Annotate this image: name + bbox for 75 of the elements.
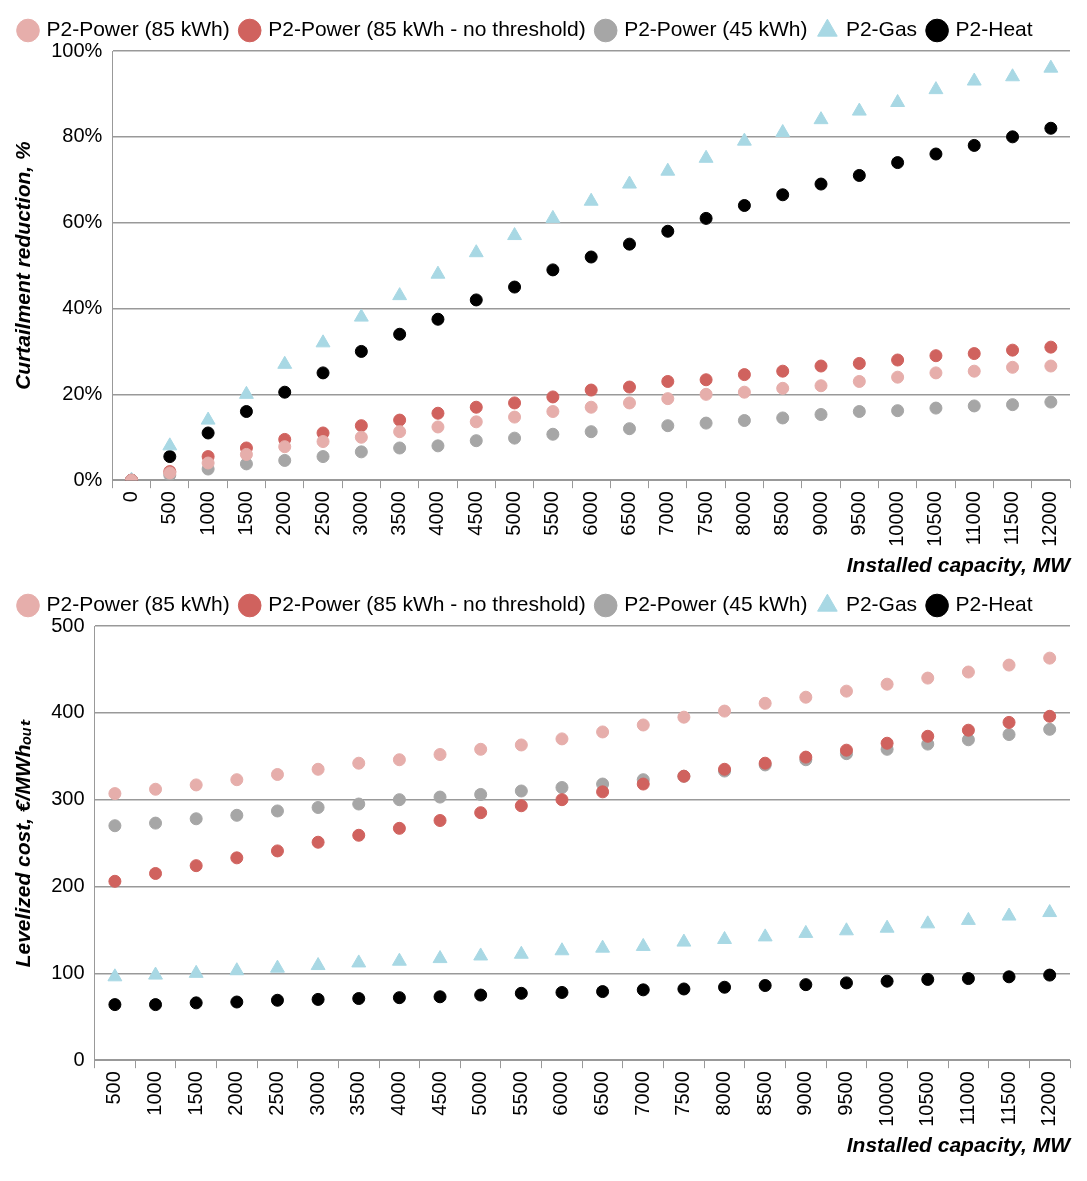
- x-tick-label: 8000: [731, 491, 754, 536]
- x-tick-label: 2000: [224, 1071, 247, 1116]
- x-tick-label: 3500: [346, 1071, 369, 1116]
- x-tick-label: 2500: [310, 491, 333, 536]
- x-tick-label: 5000: [468, 1071, 491, 1116]
- x-tick-label: 0: [119, 491, 142, 503]
- x-axis-title: Installed capacity, MW: [846, 553, 1073, 577]
- x-tick-label: 7500: [671, 1071, 694, 1116]
- x-tick-label: 4000: [425, 491, 448, 536]
- y-tick-label: 500: [51, 613, 85, 636]
- x-tick-label: 4500: [463, 491, 486, 536]
- x-tick-label: 5500: [540, 491, 563, 536]
- legend-label: P2-Heat: [955, 592, 1033, 616]
- x-tick-label: 500: [102, 1071, 125, 1105]
- y-tick-label: 100: [51, 960, 85, 983]
- x-tick-label: 3000: [348, 491, 371, 536]
- legend-label: P2-Power (85 kWh): [46, 17, 230, 41]
- x-tick-label: 11000: [961, 491, 984, 546]
- x-tick-label: 9500: [833, 1071, 856, 1116]
- x-tick-label: 1000: [143, 1071, 166, 1116]
- x-tick-label: 9500: [846, 491, 869, 536]
- x-tick-label: 7000: [630, 1071, 653, 1116]
- x-tick-label: 1500: [233, 491, 256, 536]
- y-axis-title: Levelized cost, €/MWhₒᵤₜ: [11, 718, 35, 968]
- x-tick-label: 11500: [996, 1071, 1019, 1126]
- x-tick-label: 5500: [508, 1071, 531, 1116]
- y-tick-label: 20%: [62, 381, 103, 404]
- y-tick-label: 300: [51, 787, 85, 810]
- y-tick-label: 100%: [51, 38, 103, 61]
- x-tick-label: 9000: [793, 1071, 816, 1116]
- x-tick-label: 1000: [195, 491, 218, 536]
- x-tick-label: 5000: [502, 491, 525, 536]
- x-tick-label: 12000: [1038, 491, 1061, 547]
- x-tick-label: 4000: [386, 1071, 409, 1116]
- y-tick-label: 200: [51, 874, 85, 897]
- legend-label: P2-Power (85 kWh - no threshold): [268, 592, 586, 616]
- y-tick-label: 40%: [62, 296, 103, 319]
- legend-label: P2-Heat: [955, 17, 1033, 41]
- x-tick-label: 6000: [549, 1071, 572, 1116]
- x-tick-label: 6000: [578, 491, 601, 536]
- x-tick-label: 2000: [272, 491, 295, 536]
- legend-label: P2-Gas: [845, 17, 918, 41]
- legend-label: P2-Power (85 kWh - no threshold): [268, 17, 586, 41]
- x-tick-label: 11500: [1000, 491, 1023, 546]
- x-tick-label: 9000: [808, 491, 831, 536]
- x-tick-label: 8000: [712, 1071, 735, 1116]
- x-tick-label: 8500: [752, 1071, 775, 1116]
- y-tick-label: 0: [73, 1047, 85, 1070]
- x-tick-label: 6500: [590, 1071, 613, 1116]
- x-tick-label: 6500: [617, 491, 639, 536]
- legend-label: P2-Power (45 kWh): [624, 17, 808, 41]
- x-tick-label: 11000: [955, 1071, 978, 1126]
- y-tick-label: 0%: [73, 467, 103, 490]
- x-tick-label: 7000: [655, 491, 678, 536]
- x-tick-label: 7500: [693, 491, 716, 536]
- legend-label: P2-Power (45 kWh): [624, 592, 808, 616]
- x-tick-label: 10500: [915, 1071, 938, 1127]
- y-tick-label: 80%: [62, 124, 103, 147]
- x-tick-label: 10500: [923, 491, 946, 547]
- y-tick-label: 60%: [62, 210, 103, 233]
- x-axis-title: Installed capacity, MW: [846, 1133, 1073, 1157]
- y-axis-title: Curtailment reduction, %: [11, 141, 35, 390]
- x-tick-label: 4500: [427, 1071, 450, 1116]
- x-tick-label: 2500: [264, 1071, 287, 1116]
- x-tick-label: 3500: [387, 491, 410, 536]
- legend-label: P2-Power (85 kWh): [46, 592, 230, 616]
- x-tick-label: 10000: [885, 491, 908, 547]
- legend-label: P2-Gas: [845, 592, 918, 616]
- x-tick-label: 500: [157, 491, 180, 525]
- y-tick-label: 400: [51, 700, 85, 723]
- x-tick-label: 3000: [305, 1071, 328, 1116]
- x-tick-label: 1500: [183, 1071, 206, 1116]
- x-tick-label: 8500: [770, 491, 793, 536]
- x-tick-label: 10000: [874, 1071, 897, 1127]
- x-tick-label: 12000: [1037, 1071, 1060, 1127]
